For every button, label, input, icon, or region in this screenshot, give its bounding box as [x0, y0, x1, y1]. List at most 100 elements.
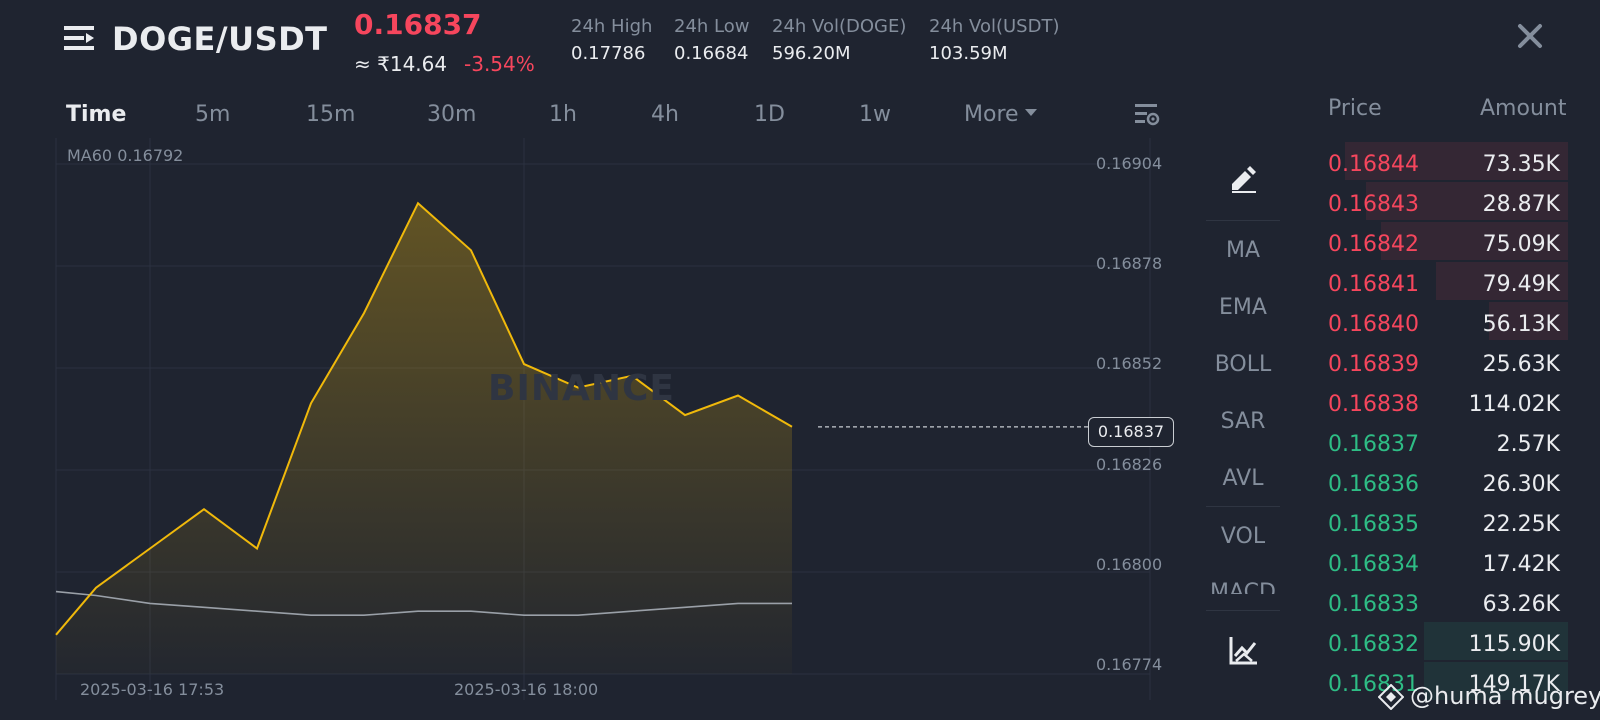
indicator-sar[interactable]: SAR — [1220, 409, 1266, 434]
orderbook-price: 0.16837 — [1328, 432, 1419, 457]
stat-24h-low: 24h Low 0.16684 — [674, 16, 749, 64]
orderbook-price: 0.16834 — [1328, 552, 1419, 577]
indicator-ema[interactable]: EMA — [1219, 295, 1267, 320]
indicator-divider — [1206, 220, 1280, 221]
orderbook-amount: 149.17K — [1468, 672, 1560, 697]
tab-5m[interactable]: 5m — [195, 102, 231, 127]
orderbook-amount: 26.30K — [1482, 472, 1560, 497]
ma60-line — [55, 590, 792, 616]
price-chart[interactable] — [0, 138, 1180, 700]
depth-bar — [1424, 622, 1568, 660]
orderbook-row[interactable]: 0.16831 149.17K — [1328, 662, 1568, 702]
tab-30m[interactable]: 30m — [427, 102, 477, 127]
depth-bar — [1436, 262, 1568, 300]
price-line — [55, 201, 793, 636]
orderbook-row[interactable]: 0.16843 28.87K — [1328, 182, 1568, 222]
stat-24h-vol-usdt: 24h Vol(USDT) 103.59M — [929, 16, 1059, 64]
tab-4h[interactable]: 4h — [651, 102, 679, 127]
indicator-avl[interactable]: AVL — [1222, 466, 1264, 491]
chart-settings-icon[interactable] — [1134, 102, 1160, 128]
tab-1w[interactable]: 1w — [859, 102, 891, 127]
draw-tool-icon[interactable] — [1228, 164, 1258, 194]
orderbook-amount: 79.49K — [1482, 272, 1560, 297]
orderbook-row[interactable]: 0.16837 2.57K — [1328, 422, 1568, 462]
orderbook-amount: 17.42K — [1482, 552, 1560, 577]
tab-more-label: More — [964, 102, 1019, 127]
indicator-boll[interactable]: BOLL — [1214, 352, 1272, 377]
ma60-label: MA60 0.16792 — [67, 146, 184, 165]
orderbook-price: 0.16842 — [1328, 232, 1419, 257]
depth-bar — [1488, 302, 1568, 340]
orderbook-row[interactable]: 0.16832 115.90K — [1328, 622, 1568, 662]
price-change-percent: -3.54% — [464, 52, 535, 76]
indicator-macd[interactable]: MACD — [1210, 580, 1276, 594]
orderbook-price: 0.16838 — [1328, 392, 1419, 417]
binance-logo-icon — [1378, 684, 1404, 710]
orderbook-amount: 115.90K — [1468, 632, 1560, 657]
last-price: 0.16837 — [354, 8, 482, 41]
orderbook-price: 0.16832 — [1328, 632, 1419, 657]
price-area-fill — [56, 203, 792, 674]
caret-down-icon — [1024, 108, 1037, 116]
indicator-divider — [1206, 506, 1280, 507]
orderbook-row[interactable]: 0.16842 75.09K — [1328, 222, 1568, 262]
trading-pair-title[interactable]: DOGE/USDT — [112, 20, 328, 58]
orderbook-amount: 25.63K — [1482, 352, 1560, 377]
orderbook-row[interactable]: 0.16838 114.02K — [1328, 382, 1568, 422]
orderbook-price: 0.16840 — [1328, 312, 1419, 337]
orderbook-row[interactable]: 0.16836 26.30K — [1328, 462, 1568, 502]
orderbook-price: 0.16831 — [1328, 672, 1419, 697]
orderbook-row[interactable]: 0.16844 73.35K — [1328, 142, 1568, 182]
orderbook-price-header: Price — [1328, 96, 1382, 121]
tab-15m[interactable]: 15m — [306, 102, 356, 127]
stat-label: 24h High — [571, 16, 653, 37]
stat-value: 103.59M — [929, 43, 1008, 64]
orderbook-amount: 114.02K — [1468, 392, 1560, 417]
stat-label: 24h Vol(DOGE) — [772, 16, 907, 37]
orderbook-price: 0.16843 — [1328, 192, 1419, 217]
stat-value: 0.17786 — [571, 43, 646, 64]
tab-time[interactable]: Time — [66, 102, 127, 127]
orderbook-row[interactable]: 0.16839 25.63K — [1328, 342, 1568, 382]
y-tick-label: 0.16800 — [1096, 555, 1163, 574]
y-tick-label: 0.16852 — [1096, 354, 1163, 373]
tab-more[interactable]: More — [964, 102, 1037, 127]
y-tick-label: 0.16904 — [1096, 154, 1163, 173]
stat-24h-vol-doge: 24h Vol(DOGE) 596.20M — [772, 16, 906, 64]
depth-bar — [1344, 142, 1568, 180]
orderbook-price: 0.16839 — [1328, 352, 1419, 377]
orderbook-amount: 73.35K — [1482, 152, 1560, 177]
user-watermark: @huma mugrey — [1410, 682, 1600, 710]
orderbook-amount: 63.26K — [1482, 592, 1560, 617]
orderbook-row[interactable]: 0.16841 79.49K — [1328, 262, 1568, 302]
orderbook-price: 0.16833 — [1328, 592, 1419, 617]
indicator-ma[interactable]: MA — [1225, 238, 1261, 263]
tab-1h[interactable]: 1h — [549, 102, 577, 127]
close-icon[interactable] — [1512, 18, 1548, 54]
indicator-vol[interactable]: VOL — [1220, 524, 1266, 549]
orderbook-row[interactable]: 0.16834 17.42K — [1328, 542, 1568, 582]
stat-value: 596.20M — [772, 43, 851, 64]
orderbook-amount: 56.13K — [1482, 312, 1560, 337]
menu-icon[interactable] — [62, 22, 98, 58]
orderbook-row[interactable]: 0.16835 22.25K — [1328, 502, 1568, 542]
stat-24h-high: 24h High 0.17786 — [571, 16, 652, 64]
orderbook-amount: 75.09K — [1482, 232, 1560, 257]
stat-label: 24h Low — [674, 16, 750, 37]
orderbook-price: 0.16836 — [1328, 472, 1419, 497]
x-tick-label: 2025-03-16 17:53 — [80, 680, 225, 699]
orderbook-amount: 2.57K — [1496, 432, 1560, 457]
depth-bar — [1380, 222, 1568, 260]
chart-type-icon[interactable] — [1228, 634, 1260, 666]
orderbook-price: 0.16841 — [1328, 272, 1419, 297]
orderbook-amount: 22.25K — [1482, 512, 1560, 537]
orderbook-price: 0.16844 — [1328, 152, 1419, 177]
orderbook-row[interactable]: 0.16833 63.26K — [1328, 582, 1568, 622]
stat-value: 0.16684 — [674, 43, 749, 64]
orderbook-row[interactable]: 0.16840 56.13K — [1328, 302, 1568, 342]
last-price-marker: 0.16837 — [1088, 417, 1174, 447]
orderbook-amount: 28.87K — [1482, 192, 1560, 217]
tab-1d[interactable]: 1D — [754, 102, 785, 127]
indicator-divider — [1206, 610, 1280, 611]
y-tick-label: 0.16774 — [1096, 655, 1163, 674]
